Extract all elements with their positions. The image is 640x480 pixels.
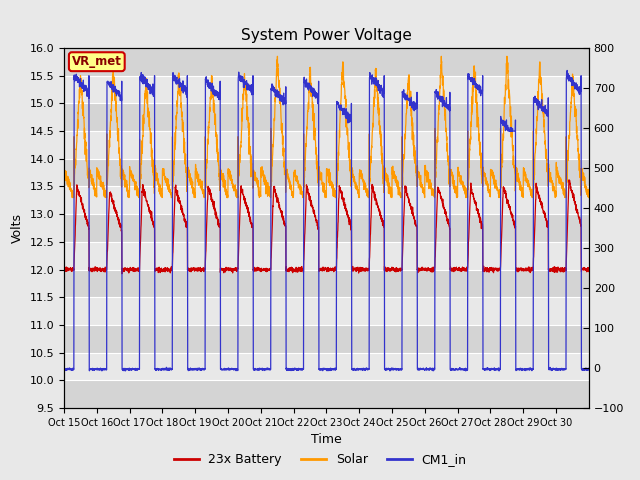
Legend: 23x Battery, Solar, CM1_in: 23x Battery, Solar, CM1_in [168,448,472,471]
Bar [64,297,589,325]
Bar [64,131,589,159]
Bar [64,214,589,242]
Bar [64,353,589,380]
Y-axis label: Volts: Volts [11,213,24,243]
Text: VR_met: VR_met [72,55,122,68]
Bar [64,325,589,353]
Title: System Power Voltage: System Power Voltage [241,28,412,43]
X-axis label: Time: Time [311,433,342,446]
Bar [64,159,589,186]
Bar [64,48,589,76]
Bar [64,242,589,270]
Bar [64,76,589,103]
Bar [64,103,589,131]
Bar [64,380,589,408]
Bar [64,270,589,297]
Bar [64,186,589,214]
